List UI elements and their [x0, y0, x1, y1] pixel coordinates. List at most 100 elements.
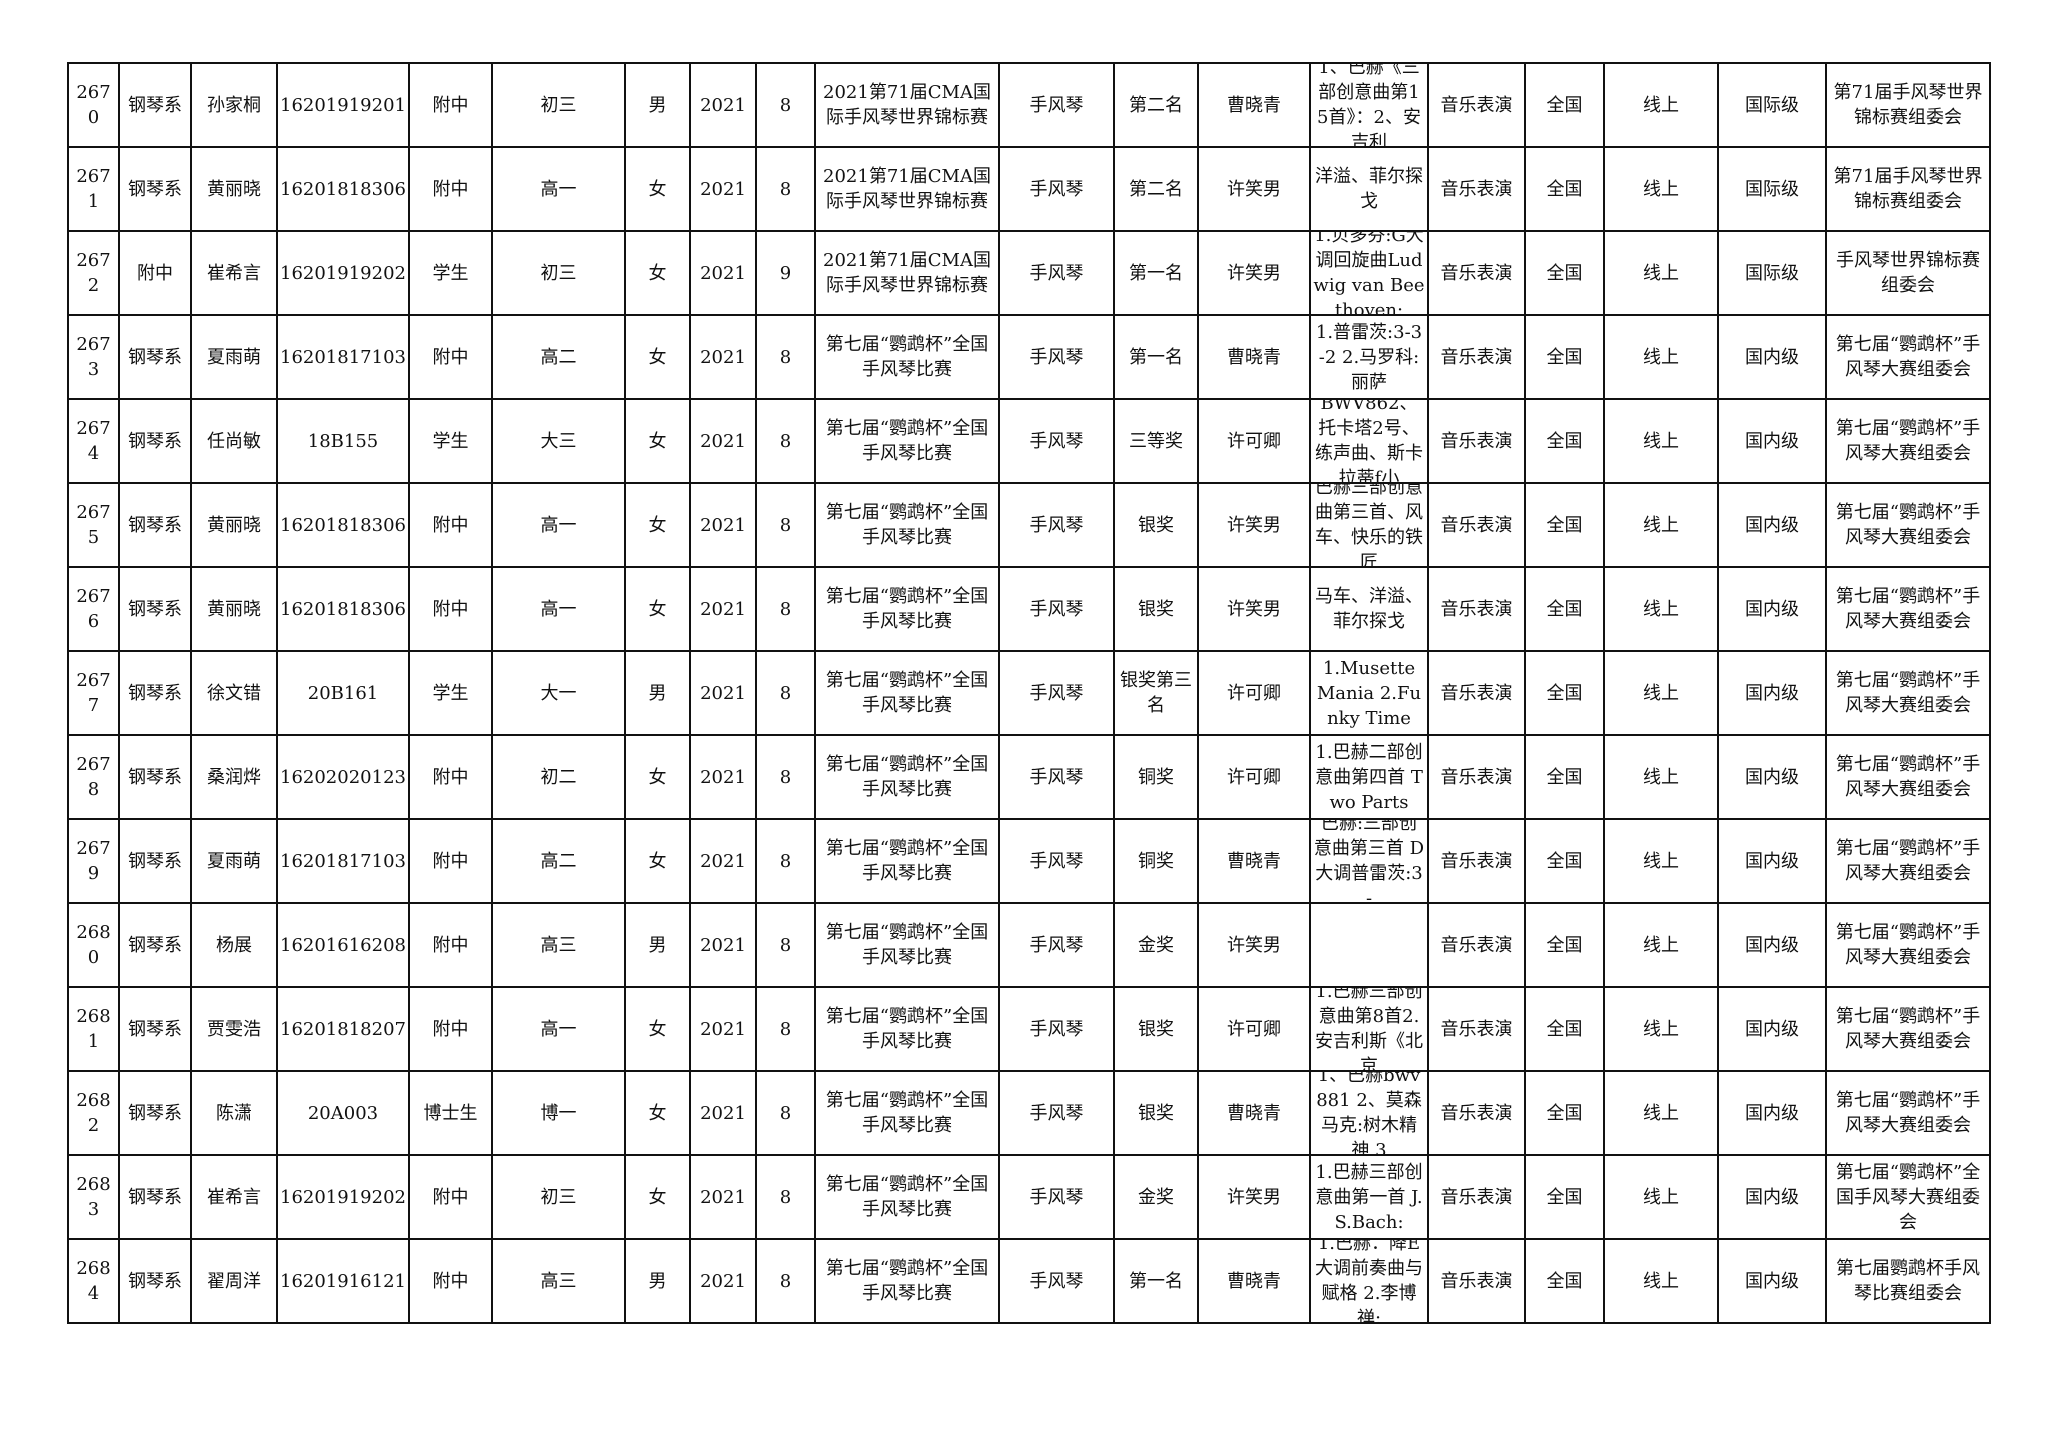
grade-text: 大一	[540, 682, 577, 704]
cell-student-id: 16201817103	[276, 314, 410, 400]
cell-gender: 女	[624, 398, 691, 484]
cell-category: 音乐表演	[1427, 314, 1526, 400]
cell-student-id: 16201818306	[276, 566, 410, 652]
cell-department: 钢琴系	[118, 734, 192, 820]
category-text: 音乐表演	[1440, 514, 1513, 536]
student-id-text: 16201818306	[280, 178, 406, 200]
cell-department: 钢琴系	[118, 482, 192, 568]
student-name-text: 崔希言	[207, 262, 261, 284]
row-number-text: 2673	[76, 334, 111, 380]
cell-gender: 女	[624, 818, 691, 904]
status-text: 附中	[432, 1270, 469, 1292]
cell-award: 铜奖	[1113, 818, 1199, 904]
category-text: 音乐表演	[1440, 766, 1513, 788]
cell-format: 线上	[1603, 566, 1719, 652]
student-id-text: 16201616208	[280, 934, 406, 956]
gender-text: 男	[648, 934, 667, 956]
year-text: 2021	[700, 1270, 746, 1292]
gender-text: 女	[648, 178, 667, 200]
cell-instructor: 曹晓青	[1197, 818, 1311, 904]
department-text: 钢琴系	[128, 1270, 182, 1292]
cell-status: 附中	[408, 146, 493, 232]
cell-student-name: 杨展	[190, 902, 278, 988]
scope-text: 全国	[1546, 1018, 1583, 1040]
gender-text: 女	[648, 766, 667, 788]
cell-status: 附中	[408, 818, 493, 904]
cell-row-number: 2683	[67, 1154, 120, 1240]
competition-name-text: 第七届“鹦鹉杯”全国手风琴比赛	[825, 1090, 989, 1136]
level-text: 国内级	[1745, 934, 1799, 956]
cell-row-number: 2681	[67, 986, 120, 1072]
organizer-text: 第七届“鹦鹉杯”手风琴大赛组委会	[1835, 754, 1981, 800]
category-text: 音乐表演	[1440, 1270, 1513, 1292]
cell-award: 三等奖	[1113, 398, 1199, 484]
table-row: 2670 钢琴系 孙家桐 16201919201 附中 初三 男 2021 8 2021第71届C…	[67, 62, 1991, 148]
cell-status: 博士生	[408, 1070, 493, 1156]
instrument-text: 手风琴	[1029, 1102, 1084, 1124]
award-text: 银奖	[1138, 1018, 1174, 1040]
cell-gender: 男	[624, 1238, 691, 1324]
repertoire-text: 1.巴赫三部创意曲第一首 J.S.Bach:	[1315, 1161, 1423, 1233]
student-name-text: 孙家桐	[207, 94, 261, 116]
cell-grade: 高三	[491, 1238, 626, 1324]
instructor-text: 许可卿	[1227, 430, 1281, 452]
row-number-text: 2684	[76, 1258, 111, 1304]
cell-award: 第二名	[1113, 146, 1199, 232]
row-number-text: 2670	[76, 82, 111, 128]
category-text: 音乐表演	[1440, 1186, 1513, 1208]
scope-text: 全国	[1546, 94, 1583, 116]
gender-text: 女	[648, 430, 667, 452]
status-text: 附中	[432, 850, 469, 872]
format-text: 线上	[1643, 850, 1679, 872]
cell-category: 音乐表演	[1427, 650, 1526, 736]
cell-grade: 高一	[491, 146, 626, 232]
cell-grade: 高二	[491, 818, 626, 904]
organizer-text: 第七届“鹦鹉杯”手风琴大赛组委会	[1835, 922, 1981, 968]
cell-year: 2021	[689, 146, 757, 232]
format-text: 线上	[1643, 178, 1679, 200]
gender-text: 男	[648, 1270, 667, 1292]
year-text: 2021	[700, 514, 746, 536]
status-text: 学生	[432, 682, 469, 704]
cell-organizer: 手风琴世界锦标赛组委会	[1825, 230, 1991, 316]
cell-student-name: 徐文错	[190, 650, 278, 736]
cell-category: 音乐表演	[1427, 986, 1526, 1072]
year-text: 2021	[700, 94, 746, 116]
grade-text: 高一	[540, 514, 577, 536]
award-text: 银奖	[1138, 514, 1174, 536]
cell-category: 音乐表演	[1427, 146, 1526, 232]
cell-grade: 初二	[491, 734, 626, 820]
cell-student-name: 黄丽晓	[190, 146, 278, 232]
category-text: 音乐表演	[1440, 850, 1513, 872]
instructor-text: 许可卿	[1227, 766, 1281, 788]
organizer-text: 第七届“鹦鹉杯”手风琴大赛组委会	[1835, 334, 1981, 380]
level-text: 国际级	[1745, 178, 1799, 200]
table-row: 2681 钢琴系 贾雯浩 16201818207 附中 高一 女 2021 8 第七届“鹦鹉杯”全…	[67, 986, 1991, 1072]
competition-name-text: 第七届“鹦鹉杯”全国手风琴比赛	[825, 670, 989, 716]
cell-month: 8	[755, 314, 816, 400]
cell-student-id: 20A003	[276, 1070, 410, 1156]
row-number-text: 2674	[76, 418, 111, 464]
cell-month: 8	[755, 1238, 816, 1324]
cell-year: 2021	[689, 986, 757, 1072]
cell-student-id: 20B161	[276, 650, 410, 736]
category-text: 音乐表演	[1440, 682, 1513, 704]
instrument-text: 手风琴	[1029, 1270, 1084, 1292]
month-text: 8	[779, 430, 792, 452]
student-name-text: 桑润烨	[207, 766, 261, 788]
cell-format: 线上	[1603, 398, 1719, 484]
instructor-text: 许可卿	[1227, 1018, 1281, 1040]
cell-month: 8	[755, 986, 816, 1072]
scope-text: 全国	[1546, 1102, 1583, 1124]
grade-text: 高二	[540, 850, 577, 872]
instrument-text: 手风琴	[1029, 514, 1084, 536]
cell-instructor: 曹晓青	[1197, 314, 1311, 400]
cell-award: 第一名	[1113, 1238, 1199, 1324]
organizer-text: 第七届“鹦鹉杯”手风琴大赛组委会	[1835, 1090, 1981, 1136]
cell-grade: 高一	[491, 566, 626, 652]
table-row: 2673 钢琴系 夏雨萌 16201817103 附中 高二 女 2021 8 第七届“鹦鹉杯”全…	[67, 314, 1991, 400]
student-name-text: 翟周洋	[207, 1270, 261, 1292]
scope-text: 全国	[1546, 682, 1583, 704]
cell-level: 国内级	[1717, 1238, 1827, 1324]
cell-month: 8	[755, 566, 816, 652]
